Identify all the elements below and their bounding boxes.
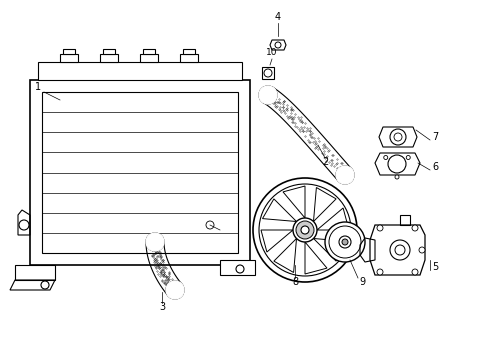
Circle shape: [388, 155, 406, 173]
Circle shape: [390, 240, 410, 260]
Bar: [100, 54, 118, 62]
Text: 3: 3: [159, 302, 165, 312]
Circle shape: [325, 222, 365, 262]
Circle shape: [41, 281, 49, 289]
Text: 10: 10: [266, 48, 278, 57]
Circle shape: [301, 226, 309, 234]
Text: 6: 6: [432, 162, 438, 172]
Circle shape: [412, 225, 418, 231]
Circle shape: [293, 218, 317, 242]
Circle shape: [19, 220, 29, 230]
Circle shape: [259, 86, 277, 104]
Circle shape: [384, 156, 388, 159]
Circle shape: [377, 225, 383, 231]
Bar: [60, 54, 78, 62]
Bar: [140, 54, 158, 62]
Circle shape: [340, 170, 350, 180]
Circle shape: [394, 133, 402, 141]
Circle shape: [336, 166, 354, 184]
Bar: [42, 92, 238, 253]
Circle shape: [206, 221, 214, 229]
Circle shape: [146, 233, 164, 251]
Circle shape: [336, 166, 354, 184]
Text: 8: 8: [292, 277, 298, 287]
Bar: [30, 80, 250, 265]
Circle shape: [253, 178, 357, 282]
Circle shape: [377, 269, 383, 275]
Circle shape: [342, 239, 348, 245]
Bar: [103, 49, 115, 54]
Circle shape: [406, 156, 410, 159]
Circle shape: [275, 42, 281, 48]
Bar: [183, 49, 195, 54]
Bar: [220, 260, 255, 275]
Circle shape: [339, 236, 351, 248]
Bar: [63, 49, 75, 54]
Bar: [143, 49, 155, 54]
Circle shape: [170, 285, 180, 295]
Text: 9: 9: [359, 277, 365, 287]
Text: 4: 4: [275, 12, 281, 22]
Circle shape: [296, 221, 314, 239]
Circle shape: [264, 69, 272, 77]
Circle shape: [395, 245, 405, 255]
Circle shape: [390, 129, 406, 145]
Circle shape: [259, 184, 351, 276]
Circle shape: [263, 90, 273, 100]
Bar: [38, 62, 242, 80]
Circle shape: [259, 86, 277, 104]
Circle shape: [395, 175, 399, 179]
Circle shape: [166, 281, 184, 299]
Circle shape: [419, 247, 425, 253]
Circle shape: [166, 281, 184, 299]
Circle shape: [329, 226, 361, 258]
Bar: [180, 54, 198, 62]
Text: 1: 1: [35, 82, 41, 92]
Text: 2: 2: [322, 157, 328, 167]
Circle shape: [236, 265, 244, 273]
Circle shape: [150, 237, 160, 247]
Circle shape: [412, 269, 418, 275]
Circle shape: [146, 233, 164, 251]
Text: 5: 5: [432, 262, 438, 272]
Text: 7: 7: [432, 132, 438, 142]
